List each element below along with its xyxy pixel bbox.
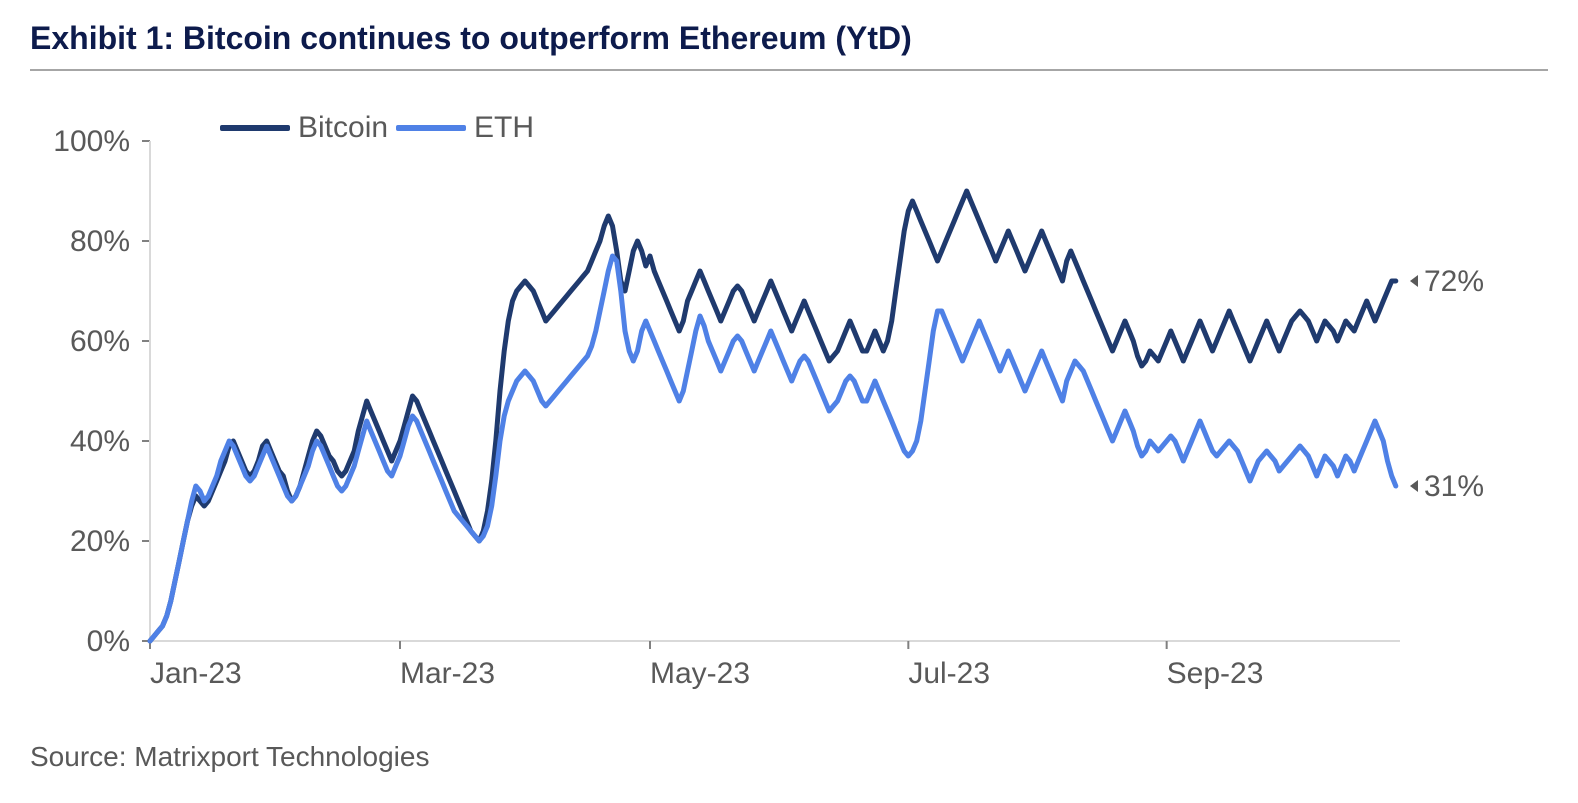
legend-swatch-eth — [396, 125, 466, 131]
series-line-eth — [150, 256, 1396, 641]
legend-swatch-bitcoin — [220, 125, 290, 131]
y-tick-label: 0% — [87, 625, 130, 658]
y-tick-label: 80% — [70, 225, 130, 258]
chart-area: Bitcoin ETH 0% 20% 40% 60% 80% 100% Jan-23 Mar-… — [30, 91, 1530, 711]
series-line-bitcoin — [150, 191, 1396, 641]
y-tick-label: 40% — [70, 425, 130, 458]
source-text: Source: Matrixport Technologies — [30, 741, 1548, 773]
title-divider — [30, 69, 1548, 71]
chart-legend: Bitcoin ETH — [220, 111, 534, 145]
legend-label-eth: ETH — [474, 111, 534, 145]
legend-label-bitcoin: Bitcoin — [298, 111, 388, 145]
end-label-eth: 31% — [1424, 470, 1484, 503]
exhibit-title: Exhibit 1: Bitcoin continues to outperfo… — [30, 20, 1548, 57]
x-tick-label: May-23 — [650, 657, 750, 690]
x-tick-label: Mar-23 — [400, 657, 495, 690]
chart-svg: 0% 20% 40% 60% 80% 100% Jan-23 Mar-23 May-23 Jul-… — [30, 91, 1530, 711]
end-label-arrow — [1410, 480, 1418, 492]
x-tick-label: Sep-23 — [1167, 657, 1264, 690]
end-label-arrow — [1410, 275, 1418, 287]
x-tick-label: Jan-23 — [150, 657, 242, 690]
y-tick-label: 60% — [70, 325, 130, 358]
exhibit-container: Exhibit 1: Bitcoin continues to outperfo… — [0, 0, 1578, 803]
end-label-bitcoin: 72% — [1424, 265, 1484, 298]
y-tick-label: 100% — [53, 125, 130, 158]
x-tick-label: Jul-23 — [908, 657, 990, 690]
y-tick-label: 20% — [70, 525, 130, 558]
